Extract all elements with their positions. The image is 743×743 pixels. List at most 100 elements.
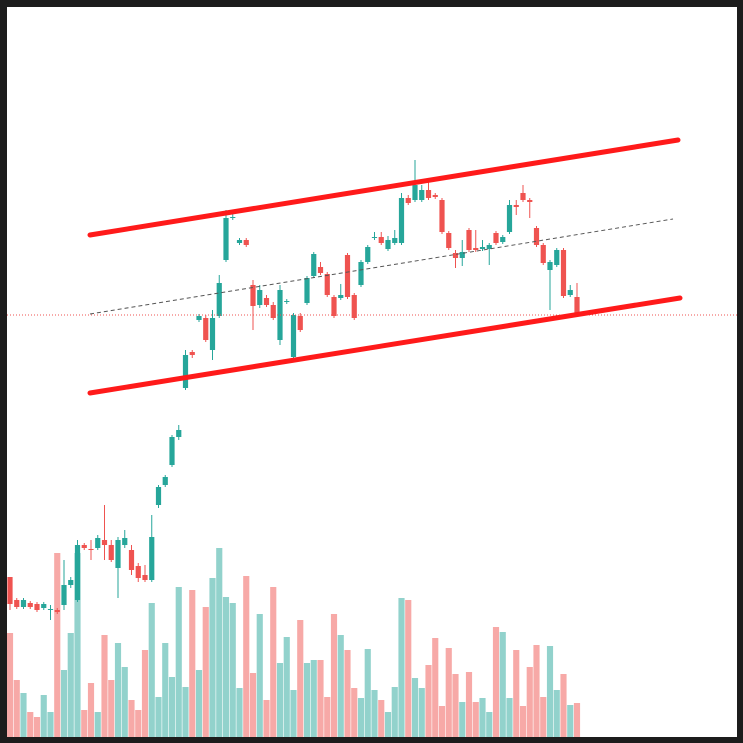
candle-body	[459, 252, 465, 258]
volume-bar	[384, 712, 392, 737]
volume-bar	[256, 614, 263, 737]
volume-bar	[378, 700, 385, 737]
volume-bar	[67, 633, 74, 737]
candle-body	[108, 545, 114, 560]
volume-bar	[60, 670, 68, 737]
volume-bar	[216, 548, 223, 737]
candle-body	[344, 255, 351, 297]
candle-body	[216, 283, 222, 316]
volume-bar	[20, 693, 27, 737]
candle-body	[527, 200, 533, 202]
channel-midline	[89, 218, 674, 315]
candle-body	[439, 200, 445, 232]
volume-bar	[546, 646, 554, 737]
volume-bar	[33, 717, 41, 737]
volume-bar	[526, 667, 533, 737]
volume-bar	[148, 603, 155, 737]
candle-body	[20, 600, 27, 607]
candle-body	[304, 278, 310, 303]
candle-body	[486, 245, 492, 249]
candle-body	[351, 295, 357, 318]
candle-body	[169, 437, 175, 465]
candle-body	[68, 580, 74, 585]
volume-bar	[155, 697, 162, 737]
candle-body	[203, 318, 209, 340]
volume-bar	[405, 600, 412, 737]
volume-bar	[418, 688, 425, 737]
candle-body	[365, 247, 371, 262]
volume-bar	[141, 650, 149, 737]
volume-bar	[567, 705, 574, 737]
channel-upper	[87, 137, 681, 238]
candle-body	[135, 566, 141, 578]
volume-bar	[290, 690, 297, 737]
volume-bar	[438, 706, 446, 737]
candle-body	[290, 315, 297, 357]
volume-bar	[236, 688, 243, 737]
volume-bar	[182, 687, 189, 737]
candle-body	[7, 577, 13, 604]
volume-bar	[432, 638, 439, 737]
channel-lower	[87, 295, 683, 396]
candle-body	[196, 316, 202, 320]
volume-bar	[519, 706, 527, 737]
candle-body	[547, 262, 553, 270]
volume-bar	[121, 667, 128, 737]
candle-body	[493, 233, 499, 243]
plot-area	[7, 7, 737, 737]
volume-bar	[128, 700, 135, 737]
volume-bar	[40, 695, 47, 737]
volume-bar	[243, 576, 250, 737]
candle-body	[398, 198, 405, 243]
volume-bar	[533, 645, 540, 737]
candle-body	[432, 195, 438, 197]
candle-body	[311, 254, 317, 276]
candle-body	[520, 193, 526, 200]
candle-body	[257, 290, 263, 305]
volume-bar	[27, 712, 34, 737]
volume-bar	[94, 712, 101, 737]
volume-bar	[344, 650, 351, 737]
volume-bar	[229, 603, 236, 737]
volume-bar	[74, 553, 81, 737]
candle-body	[182, 355, 189, 388]
candle-body	[263, 298, 270, 305]
volume-bar	[553, 690, 560, 737]
candle-body	[412, 185, 418, 200]
candle-body	[250, 285, 256, 306]
candle-body	[473, 248, 479, 250]
candle-body	[574, 297, 580, 315]
candle-body	[405, 198, 411, 203]
marks	[7, 160, 737, 737]
volume-bar	[209, 578, 216, 737]
candle-body	[162, 477, 168, 485]
candle-body	[331, 297, 337, 316]
volume-bar	[452, 674, 459, 737]
candle-body	[385, 240, 391, 249]
candle-body	[142, 575, 148, 580]
volume-bar	[162, 643, 169, 737]
volume-bar	[317, 660, 324, 737]
volume-bar	[324, 697, 331, 737]
candle-body	[115, 540, 121, 568]
candle-body	[567, 290, 573, 295]
volume-bar	[357, 698, 365, 737]
candle-body	[223, 218, 229, 260]
volume-bar	[175, 587, 182, 737]
candle-body	[560, 250, 567, 296]
candle-body	[14, 600, 20, 607]
candle-body	[155, 487, 162, 505]
volume-bar	[337, 635, 344, 737]
volume-bar	[506, 698, 513, 737]
volume-bar	[81, 710, 88, 737]
volume-bar	[276, 663, 284, 737]
candle-body	[466, 230, 472, 250]
volume-bar	[202, 607, 209, 737]
candle-body	[506, 205, 513, 232]
volume-bar	[13, 680, 20, 737]
candle-body	[425, 190, 432, 198]
volume-bar	[411, 678, 419, 737]
candle-body	[419, 190, 425, 200]
volume-bar	[54, 553, 61, 737]
volume-bar	[87, 683, 95, 737]
